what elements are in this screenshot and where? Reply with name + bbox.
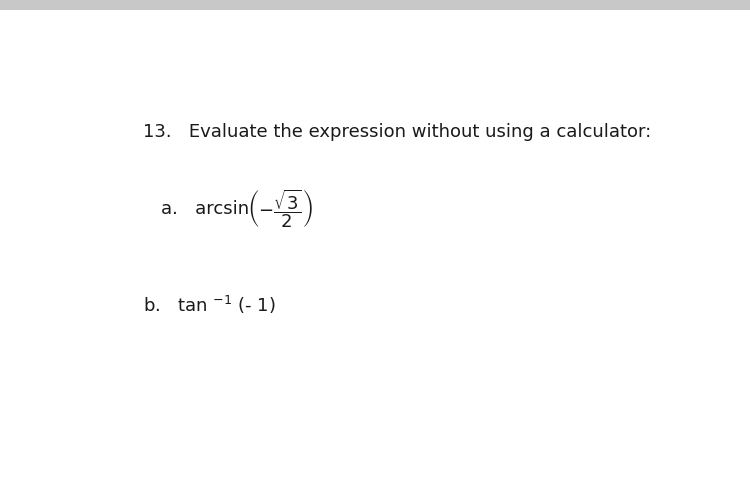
Text: b.   tan $^{-1}$ (- 1): b. tan $^{-1}$ (- 1) (143, 294, 276, 316)
Text: $\left(-\dfrac{\sqrt{3}}{2}\right)$: $\left(-\dfrac{\sqrt{3}}{2}\right)$ (247, 187, 313, 230)
Text: a.   arcsin: a. arcsin (160, 199, 249, 217)
Text: 13.   Evaluate the expression without using a calculator:: 13. Evaluate the expression without usin… (143, 123, 652, 142)
